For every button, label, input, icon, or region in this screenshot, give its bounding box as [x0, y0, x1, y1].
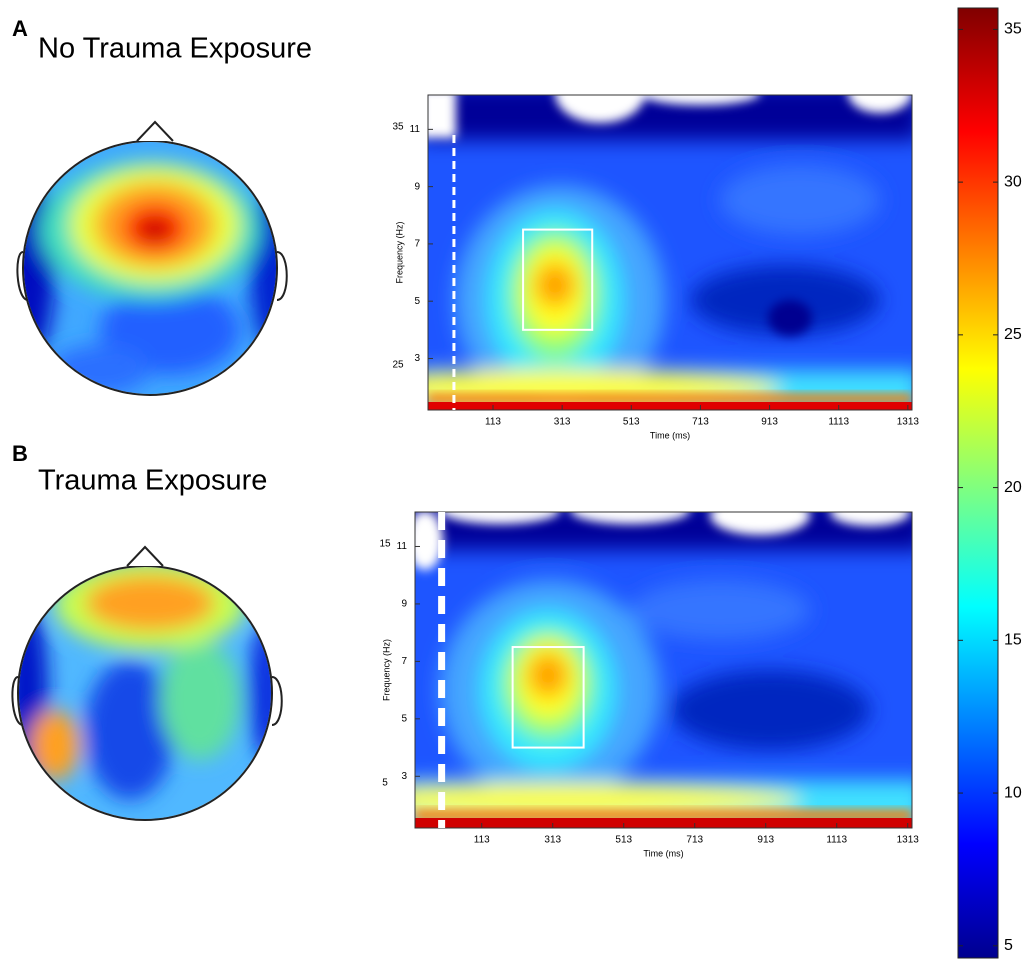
y-tick-label: 5	[401, 713, 407, 724]
x-tick-label: 913	[757, 835, 774, 846]
y-tick-label: 5	[414, 296, 420, 307]
topomap-b	[4, 560, 288, 825]
x-tick-label: 713	[692, 417, 709, 428]
y-tick-label: 3	[401, 771, 407, 782]
y-tick-label: 9	[401, 599, 407, 610]
panel-title: No Trauma Exposure	[38, 33, 312, 65]
figure: 5101520253035ANo Trauma Exposure11331351…	[0, 0, 1034, 963]
x-tick-label: 1313	[897, 417, 920, 428]
panel-label: B	[12, 441, 28, 466]
stray-label: 5	[382, 778, 388, 789]
x-tick-label: 913	[761, 417, 778, 428]
y-tick-label: 11	[397, 541, 408, 552]
x-tick-label: 1113	[826, 835, 847, 846]
colorbar-tick-label: 5	[1004, 937, 1013, 954]
x-axis-label: Time (ms)	[643, 848, 683, 858]
colorbar-tick-label: 20	[1004, 479, 1022, 496]
colorbar	[958, 8, 998, 958]
tf-map-a	[340, 63, 920, 415]
colorbar-tick-label: 10	[1004, 784, 1022, 801]
y-axis-label: Frequency (Hz)	[381, 639, 391, 701]
y-tick-label: 11	[410, 124, 421, 135]
y-tick-label: 7	[414, 239, 420, 250]
stray-label: 15	[379, 539, 391, 550]
x-tick-label: 1313	[897, 835, 920, 846]
x-tick-label: 113	[474, 835, 490, 846]
panel-label: A	[12, 16, 28, 41]
x-tick-label: 113	[485, 417, 501, 428]
x-tick-label: 313	[554, 417, 571, 428]
x-axis-label: Time (ms)	[650, 430, 690, 440]
colorbar-tick-label: 30	[1004, 173, 1022, 190]
topomap-a	[5, 140, 294, 400]
panel-title: Trauma Exposure	[38, 465, 267, 497]
y-tick-label: 3	[414, 353, 420, 364]
y-tick-label: 7	[401, 656, 407, 667]
y-axis-label: Frequency (Hz)	[394, 221, 404, 283]
tf-map-b	[320, 495, 925, 828]
stray-label: 25	[392, 360, 404, 371]
colorbar-tick-label: 25	[1004, 326, 1022, 343]
x-tick-label: 513	[615, 835, 632, 846]
x-tick-label: 1113	[828, 417, 849, 428]
x-tick-label: 713	[686, 835, 703, 846]
x-tick-label: 313	[544, 835, 561, 846]
stray-label: 35	[392, 122, 404, 133]
colorbar-tick-label: 15	[1004, 632, 1022, 649]
y-tick-label: 9	[414, 181, 420, 192]
colorbar-tick-label: 35	[1004, 21, 1022, 38]
x-tick-label: 513	[623, 417, 640, 428]
